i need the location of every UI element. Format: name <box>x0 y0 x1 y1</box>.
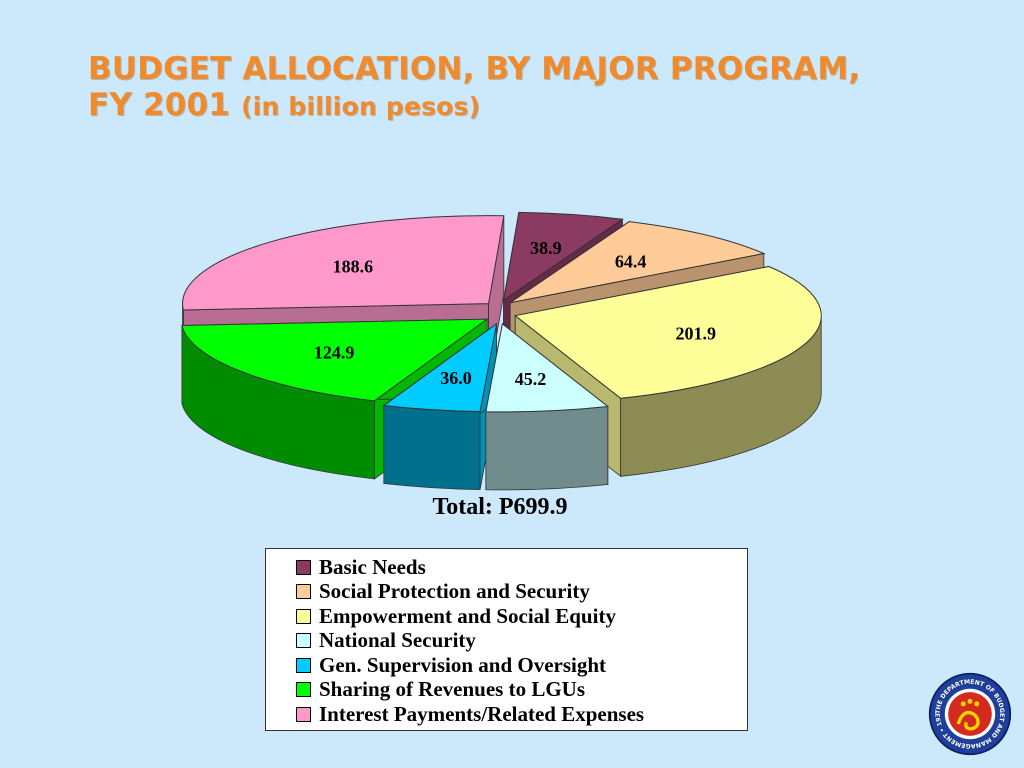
slice-value-label: 38.9 <box>530 238 562 258</box>
legend-swatch <box>296 608 311 624</box>
legend-item: Empowerment and Social Equity <box>296 604 747 629</box>
pie-slice <box>382 322 498 413</box>
slice-value-label: 188.6 <box>333 256 374 276</box>
legend-swatch <box>296 657 311 673</box>
title-year: FY 2001 <box>88 86 231 123</box>
slice-value-label: 45.2 <box>515 369 547 389</box>
legend-swatch <box>296 559 311 575</box>
legend-item: Sharing of Revenues to LGUs <box>296 677 747 703</box>
pie-tops <box>181 211 822 413</box>
slice-value-label: 124.9 <box>314 342 355 362</box>
legend-label: Interest Payments/Related Expenses <box>319 701 645 726</box>
legend-item: Social Protection and Security <box>296 579 747 605</box>
slice-value-label: 201.9 <box>675 323 716 343</box>
legend-item: Basic Needs <box>296 555 747 580</box>
dbm-seal-icon: THE DEPARTMENT OF BUDGET AND MANAGEMENT … <box>928 672 1012 756</box>
legend-item: Gen. Supervision and Oversight <box>296 653 747 678</box>
slice-value-label: 36.0 <box>440 368 472 388</box>
total-label: Total: P699.9 <box>432 494 568 520</box>
legend-item: Interest Payments/Related Expenses <box>296 702 747 727</box>
pie-slice-side <box>383 405 481 491</box>
pie-slice <box>514 265 822 399</box>
legend-label: Basic Needs <box>319 554 426 579</box>
pie-slice <box>502 211 624 302</box>
legend-swatch <box>296 633 311 649</box>
legend-swatch <box>296 706 311 722</box>
pie-slice <box>485 322 610 413</box>
legend-label: Social Protection and Security <box>319 579 590 604</box>
slice-value-label: 64.4 <box>615 252 647 272</box>
legend-swatch <box>296 682 311 698</box>
legend-item: National Security <box>296 628 747 654</box>
legend-label: Gen. Supervision and Oversight <box>319 652 607 677</box>
pie-slice <box>182 215 505 311</box>
title-line-2: FY 2001 (in billion pesos) <box>88 86 860 124</box>
chart-legend: Basic Needs Social Protection and Securit… <box>265 548 748 731</box>
legend-swatch <box>296 584 311 600</box>
title-line-1: BUDGET ALLOCATION, BY MAJOR PROGRAM, <box>88 51 861 87</box>
legend-label: Empowerment and Social Equity <box>319 603 616 628</box>
title-unit: (in billion pesos) <box>241 91 481 121</box>
pie-labels: 38.9 64.4 201.9 45.2 36.0 124.9 188.6 <box>314 238 716 389</box>
pie-slice <box>181 318 489 402</box>
legend-label: National Security <box>319 628 476 653</box>
legend-label: Sharing of Revenues to LGUs <box>319 677 586 702</box>
pie-slice-side <box>485 406 609 491</box>
page-title: BUDGET ALLOCATION, BY MAJOR PROGRAM, FY … <box>88 51 861 124</box>
pie-slice <box>509 221 766 304</box>
